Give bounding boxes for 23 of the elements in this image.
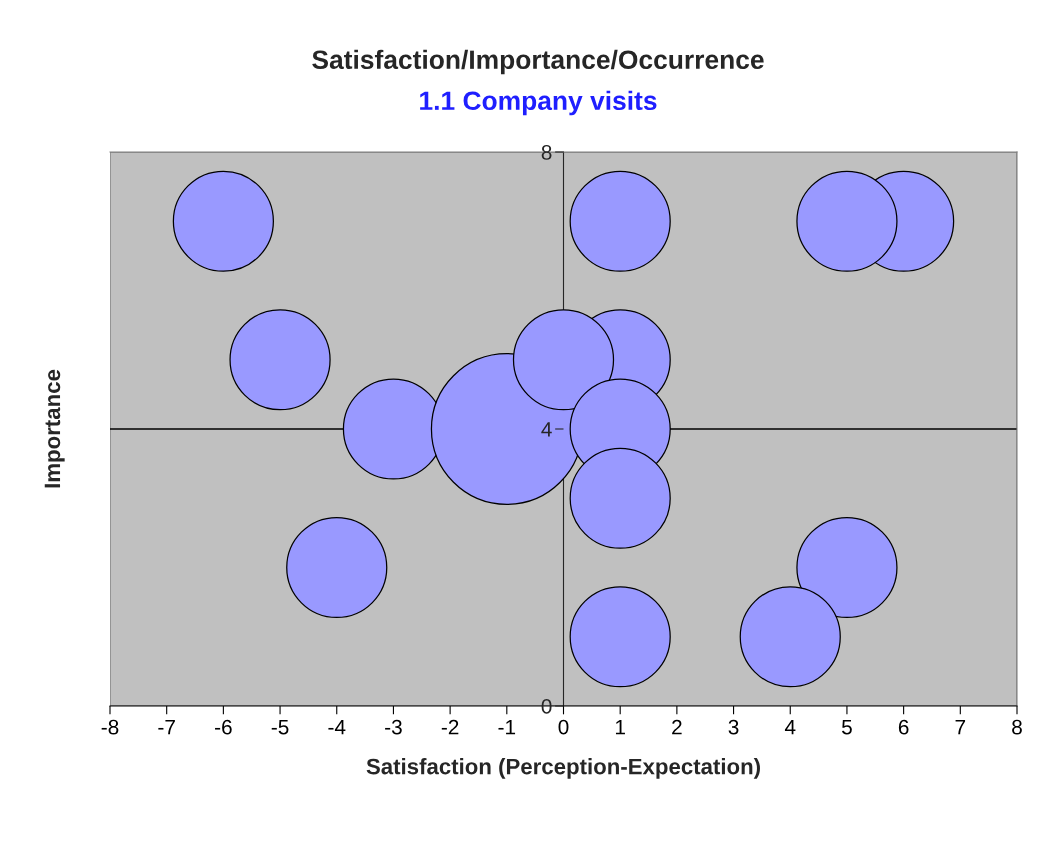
x-tick-label: 4 (784, 719, 796, 735)
y-axis-title: Importance (44, 369, 65, 488)
x-tick-label: -6 (215, 719, 232, 735)
x-tick-label: -4 (328, 719, 346, 735)
chart-title: Satisfaction/Importance/Occurrence (312, 49, 764, 75)
x-tick-label: 0 (558, 719, 569, 735)
x-tick-label: -1 (498, 719, 516, 735)
x-tick-label: -5 (271, 719, 289, 735)
chart-subtitle: 1.1 Company visits (420, 90, 657, 116)
x-tick-label: 7 (955, 719, 966, 735)
x-tick-label: 8 (1012, 719, 1022, 735)
x-tick-label: 5 (841, 719, 852, 735)
y-tick-label: 8 (541, 145, 552, 160)
x-tick-label: 2 (672, 719, 682, 735)
y-tick-label: 4 (541, 422, 552, 437)
x-axis-title: Satisfaction (Perception-Expectation) (366, 758, 760, 779)
x-tick-label: -7 (158, 719, 175, 735)
x-tick-label: -2 (441, 719, 459, 735)
x-tick-label: 3 (728, 719, 739, 735)
x-tick-label: 6 (898, 719, 909, 735)
x-tick-label: 1 (615, 719, 625, 735)
x-tick-label: -3 (385, 719, 402, 735)
x-tick-label: -8 (101, 719, 119, 735)
